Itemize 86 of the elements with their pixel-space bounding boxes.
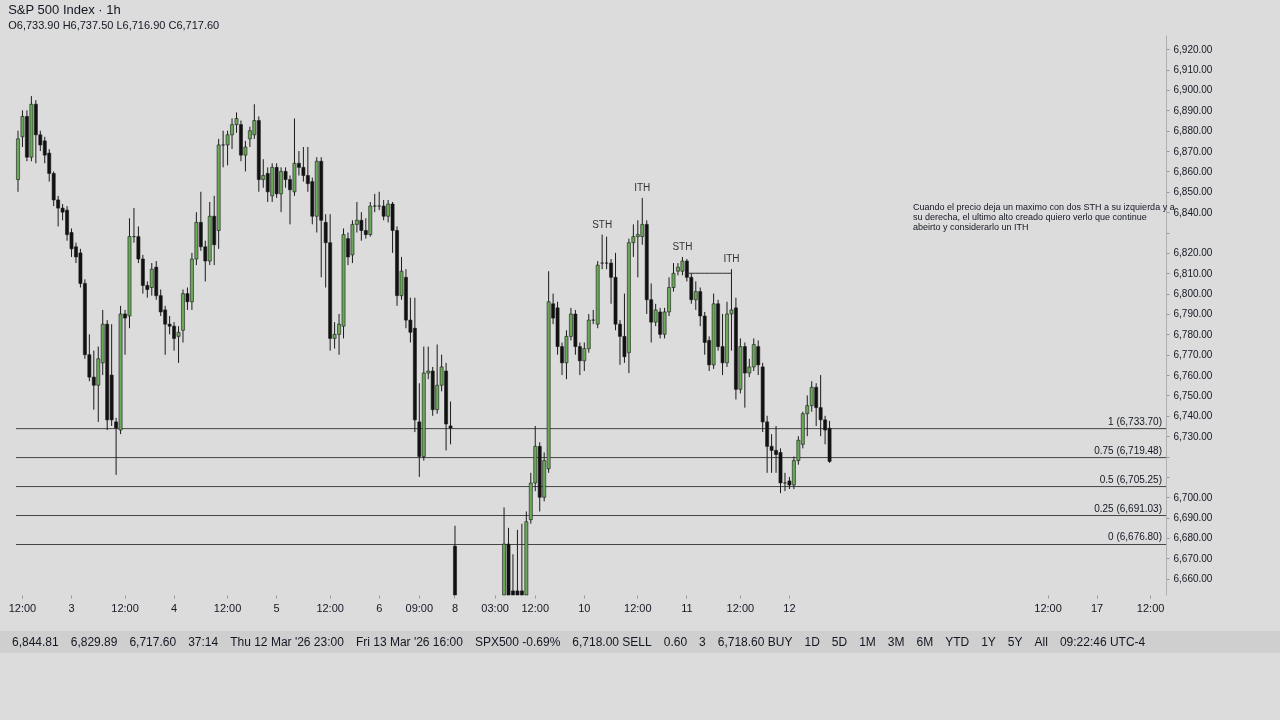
annotation: STH — [592, 218, 613, 230]
text: Thu 12 Mar '26 23:00 — [230, 635, 344, 649]
x-tick-label: 12:00 — [8, 601, 37, 614]
y-tick-label: 6,840.00 — [1173, 206, 1213, 218]
text: 09:22:46 UTC-4 — [1059, 635, 1146, 649]
text: 6,717.60 — [129, 635, 177, 649]
text: 6,829.89 — [70, 635, 118, 649]
text: 37:14 — [188, 635, 219, 649]
text: 0.60 — [663, 635, 688, 649]
x-tick-label: 4 — [171, 601, 178, 614]
y-tick-label: 6,670.00 — [1173, 552, 1213, 564]
ref-line-label: 0.5 (6,705.25) — [1099, 473, 1162, 485]
annotation: STH — [672, 240, 693, 252]
y-tick-label: 6,660.00 — [1173, 573, 1213, 585]
y-tick-label: 6,880.00 — [1173, 125, 1213, 137]
text: 6M — [916, 635, 934, 649]
x-tick-label: 09:00 — [405, 601, 434, 614]
y-tick-label: 6,780.00 — [1173, 328, 1213, 340]
annotation: ITH — [723, 253, 740, 265]
x-tick-label: 12:00 — [316, 601, 344, 614]
x-tick-label: 12:00 — [624, 601, 652, 614]
candlestick — [149, 262, 154, 297]
x-tick-label: 12:00 — [521, 601, 550, 614]
y-tick-label: 6,860.00 — [1173, 165, 1213, 177]
candlestick — [751, 337, 756, 372]
x-tick-label: 12:00 — [213, 601, 242, 614]
candlestick — [809, 380, 814, 413]
text: 3M — [887, 635, 905, 649]
x-tick-label: 8 — [451, 601, 459, 614]
y-tick-label: 6,760.00 — [1173, 369, 1213, 381]
y-tick-label: 6,690.00 — [1173, 512, 1213, 524]
candlestick — [265, 166, 270, 203]
y-tick-label: 6,790.00 — [1173, 308, 1213, 320]
x-tick-label: 6 — [376, 601, 383, 614]
y-tick-label: 6,910.00 — [1173, 64, 1213, 76]
y-tick-label: 6,920.00 — [1173, 43, 1213, 55]
annotation: ITH — [634, 181, 651, 193]
candlestick — [814, 382, 819, 427]
annotation: Cuando el precio deja un maximo con dos STH a su izquierda y a su derecha, el ultimo alto creado quiero verlo que continue abeirto y considerarlo un ITH — [913, 202, 1175, 232]
y-tick-label: 6,680.00 — [1173, 532, 1213, 544]
candlestick — [515, 529, 520, 596]
candlestick — [680, 256, 685, 276]
x-tick-label: 12:00 — [1034, 601, 1062, 614]
x-tick-label: 10 — [578, 601, 591, 614]
y-tick-label: 6,800.00 — [1173, 288, 1213, 300]
y-tick-label: 6,770.00 — [1173, 349, 1213, 361]
y-tick-label: 6,730.00 — [1173, 430, 1213, 442]
y-tick-label: 6,890.00 — [1173, 104, 1213, 116]
text: YTD — [945, 635, 970, 649]
text: 5Y — [1007, 635, 1023, 649]
y-tick-label: 6,900.00 — [1173, 84, 1213, 96]
text: 1Y — [981, 635, 996, 649]
x-tick-label: 12:00 — [111, 601, 139, 614]
y-tick-label: 6,810.00 — [1173, 267, 1213, 279]
y-tick-label: 6,870.00 — [1173, 145, 1213, 157]
ref-line-label: 1 (6,733.70) — [1108, 415, 1162, 427]
y-tick-label: 6,700.00 — [1173, 491, 1213, 503]
x-tick-label: 11 — [681, 601, 693, 614]
text: 3 — [699, 635, 706, 649]
text: 5D — [831, 635, 848, 649]
y-tick-label: 6,820.00 — [1173, 247, 1213, 259]
x-tick-label: 5 — [273, 601, 280, 614]
candlestick — [91, 350, 96, 411]
text: 1M — [859, 635, 876, 649]
text: SPX500 -0.69% — [474, 635, 561, 649]
x-tick-label: 12:00 — [1136, 601, 1165, 614]
text: 6,718.00 SELL — [572, 635, 652, 649]
text: 1D — [804, 635, 820, 649]
ref-line-label: 0.75 (6,719.48) — [1094, 444, 1162, 456]
x-tick-label: 17 — [1090, 601, 1104, 614]
ref-line-label: 0.25 (6,691.03) — [1094, 502, 1162, 514]
y-tick-label: 6,750.00 — [1173, 389, 1213, 401]
text: Fri 13 Mar '26 16:00 — [355, 635, 463, 649]
y-tick-label: 6,740.00 — [1173, 410, 1213, 422]
text: 6,718.60 BUY — [717, 635, 793, 649]
x-tick-label: 03:00 — [481, 601, 509, 614]
x-tick-label: 12:00 — [726, 601, 755, 614]
y-tick-label: 6,850.00 — [1173, 186, 1213, 198]
chart-title: S&P 500 Index · 1h — [8, 2, 121, 17]
x-tick-label: 12 — [783, 601, 796, 614]
ref-line-label: 0 (6,676.80) — [1108, 531, 1162, 543]
chart-subtitle: O6,733.90 H6,737.50 L6,716.90 C6,717.60 — [8, 19, 220, 31]
x-tick-label: 3 — [68, 601, 75, 614]
text: 6,844.81 — [12, 635, 59, 649]
candlestick — [635, 219, 640, 278]
text: All — [1034, 635, 1048, 649]
